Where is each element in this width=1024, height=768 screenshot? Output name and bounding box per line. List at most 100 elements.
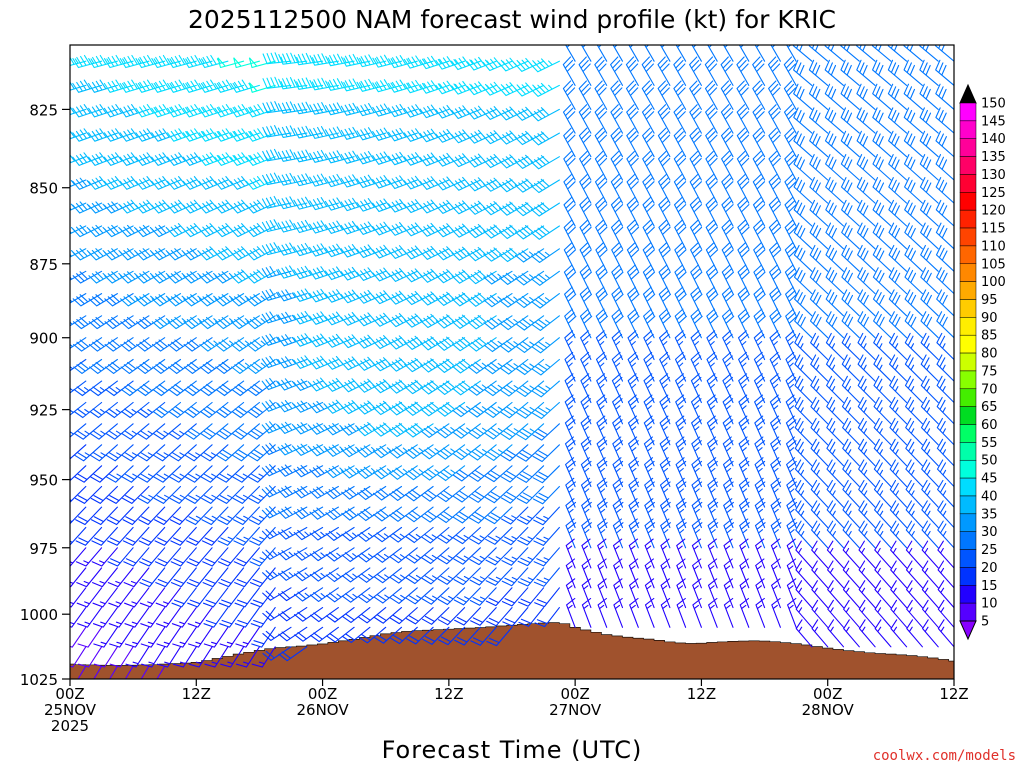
wind-barb (309, 547, 339, 562)
wind-barb (90, 485, 118, 504)
wind-barb (389, 547, 418, 564)
wind-barb (675, 45, 687, 62)
wind-barb (121, 423, 150, 440)
y-tick-label: 850 (29, 180, 58, 198)
wind-barb (722, 457, 734, 488)
wind-barb (124, 626, 150, 648)
wind-barb (502, 607, 529, 627)
wind-barb (611, 264, 624, 295)
wind-barb (887, 83, 908, 110)
wind-barb (903, 59, 923, 86)
wind-barb (689, 80, 702, 110)
wind-barb (627, 394, 639, 425)
wind-barb (277, 242, 308, 256)
wind-barb (72, 293, 103, 307)
wind-barb (169, 506, 197, 526)
wind-barb (580, 415, 592, 446)
wind-barb (183, 380, 213, 397)
wind-barb (105, 423, 134, 440)
wind-barb (826, 438, 845, 467)
wind-barb (436, 380, 466, 395)
wind-barb (755, 597, 766, 628)
wind-barb (203, 626, 229, 648)
wind-barb (70, 380, 87, 394)
wind-barb (629, 597, 639, 628)
wind-barb (419, 313, 450, 329)
wind-barb (767, 56, 781, 86)
wind-barb (203, 607, 229, 628)
wind-barb (77, 626, 103, 648)
wind-barb (202, 547, 229, 567)
wind-barb (660, 558, 671, 589)
wind-barb (184, 423, 213, 440)
wind-barb (70, 506, 71, 508)
wind-barb (234, 567, 260, 588)
wind-barb (627, 308, 640, 339)
wind-barb (769, 330, 781, 361)
wind-barb (738, 351, 750, 382)
wind-barb (499, 270, 529, 285)
wind-barb (404, 485, 434, 502)
wind-barb (136, 337, 166, 352)
wind-barb (124, 665, 134, 679)
wind-barb (659, 394, 671, 425)
wind-barb (532, 401, 560, 420)
wind-barb (811, 560, 829, 589)
x-tick-label: 28NOV (802, 701, 855, 719)
colorbar-label: 120 (981, 204, 1006, 219)
wind-barb (889, 396, 908, 425)
wind-barb (277, 289, 308, 302)
wind-barb (233, 547, 260, 567)
wind-barb (736, 127, 750, 158)
wind-barb (498, 201, 529, 216)
wind-barb (484, 423, 513, 440)
wind-barb (278, 626, 308, 642)
wind-barb (372, 127, 403, 141)
wind-barb (824, 59, 845, 86)
wind-barb (921, 520, 939, 549)
wind-barb (613, 597, 624, 628)
wind-barb (936, 311, 954, 339)
wind-barb (484, 444, 513, 461)
wind-barb (937, 599, 954, 628)
wind-barb (873, 438, 892, 467)
wind-barb (659, 373, 671, 404)
wind-barb (77, 665, 87, 679)
wind-barb (437, 587, 466, 606)
wind-barb (166, 152, 197, 166)
wind-barb (857, 375, 876, 404)
wind-barb (261, 242, 292, 256)
wind-barb (70, 315, 71, 317)
wind-barb (153, 465, 182, 483)
y-tick-label: 875 (29, 256, 58, 274)
wind-barb (70, 587, 71, 589)
wind-barb (184, 401, 213, 419)
wind-barb (769, 264, 782, 295)
wind-barb (675, 518, 687, 549)
wind-barb (309, 311, 339, 325)
wind-barb (563, 174, 576, 204)
wind-barb (874, 619, 892, 648)
wind-barb (136, 380, 166, 397)
wind-barb (754, 415, 766, 446)
wind-barb (421, 526, 450, 544)
wind-barb (137, 485, 166, 504)
wind-barb (293, 52, 324, 66)
wind-barb (293, 310, 324, 325)
wind-barb (70, 444, 87, 460)
wind-barb (597, 578, 608, 609)
colorbar-label: 110 (981, 239, 1006, 254)
wind-barb (452, 465, 481, 482)
wind-barb (659, 45, 671, 62)
wind-barb (293, 149, 324, 163)
wind-barb (770, 436, 781, 467)
wind-barb (372, 54, 403, 68)
wind-barb (840, 177, 860, 204)
wind-barb (341, 465, 371, 479)
wind-barb (482, 177, 513, 192)
wind-barb (515, 337, 545, 353)
wind-barb (135, 315, 166, 330)
wind-barb (135, 152, 166, 166)
wind-barb (873, 417, 892, 446)
wind-barb (182, 176, 213, 190)
